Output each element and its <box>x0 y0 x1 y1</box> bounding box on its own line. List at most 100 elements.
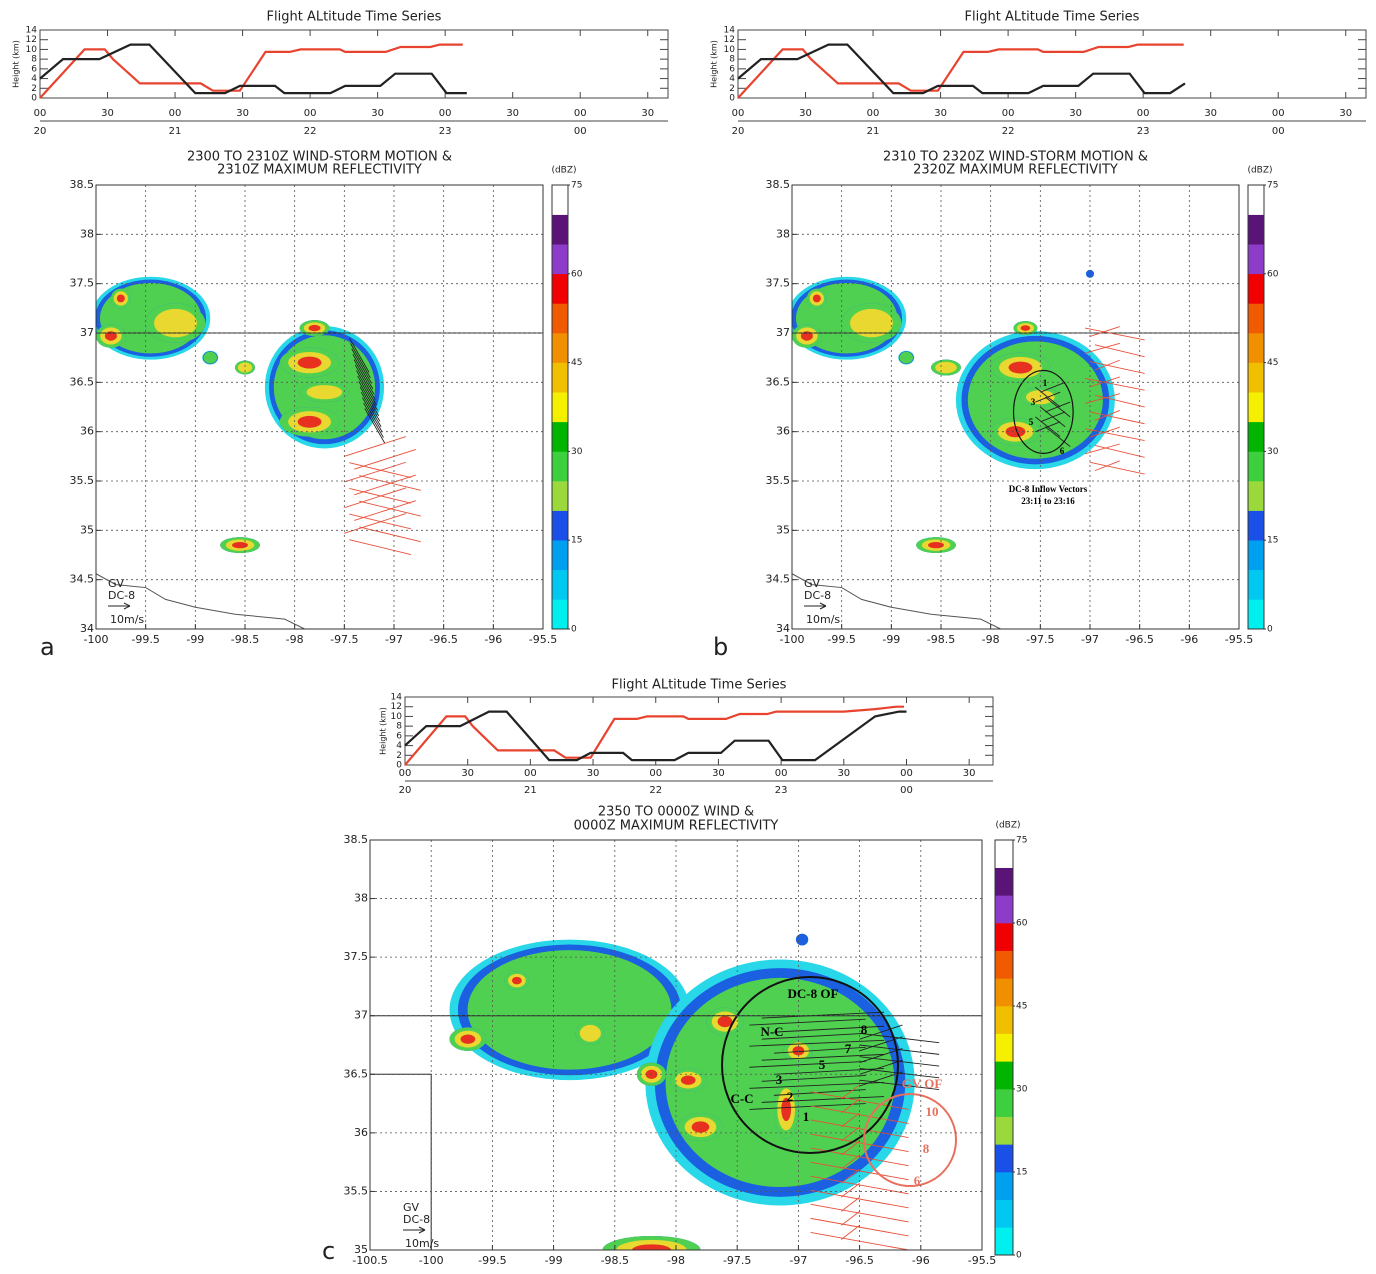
x-tick-label: 00 <box>732 108 745 119</box>
y-tick-label: 35.5 <box>766 474 791 487</box>
colorbar-band <box>995 867 1013 896</box>
wind-vector <box>840 1084 860 1100</box>
state-border <box>96 382 305 629</box>
x-tick-label: 00 <box>649 768 662 779</box>
altitude-line <box>404 705 904 766</box>
annotation: 6 <box>1060 446 1065 456</box>
x-tick-label: 30 <box>1069 108 1082 119</box>
colorbar-band <box>1248 392 1264 423</box>
x-tick-label: 00 <box>1272 108 1285 119</box>
reflectivity-echo <box>800 331 813 341</box>
reflectivity-echo <box>308 324 321 332</box>
annotation: DC-8 Inflow Vectors <box>1009 484 1088 494</box>
hour-tick-label: 00 <box>1272 126 1285 137</box>
wind-vector <box>344 487 407 509</box>
x-tick-label: -97.5 <box>330 633 358 646</box>
x-tick-label: 00 <box>900 768 913 779</box>
annotation: 1 <box>1043 378 1048 388</box>
y-tick-label: 0 <box>729 94 735 104</box>
reflectivity-echo <box>928 541 944 549</box>
x-tick-label: -98.5 <box>231 633 259 646</box>
colorbar-band <box>995 1227 1013 1256</box>
colorbar-band <box>1248 362 1264 393</box>
y-tick-label: 0 <box>31 94 37 104</box>
wind-vector <box>1040 381 1066 393</box>
annotation: 3 <box>776 1072 783 1087</box>
colorbar-band <box>1248 333 1264 363</box>
colorbar-tick-label: 60 <box>1016 919 1028 929</box>
colorbar-band <box>995 950 1013 979</box>
wind-vector <box>840 1154 860 1170</box>
y-axis-label: Height (km) <box>12 40 21 88</box>
annotation: 3 <box>1031 397 1036 407</box>
wind-vector <box>352 353 374 389</box>
x-tick-label: 00 <box>34 108 47 119</box>
reflectivity-echo <box>154 308 197 338</box>
wind-vector <box>810 1217 909 1237</box>
y-axis-label: Height (km) <box>710 40 719 88</box>
x-tick-label: 30 <box>799 108 812 119</box>
altitude-line <box>737 43 1186 95</box>
colorbar-band <box>552 540 568 571</box>
reflectivity-echo <box>237 362 253 373</box>
wind-vector <box>859 1048 903 1063</box>
wind-vector <box>1089 461 1145 475</box>
y-tick-label: 35.5 <box>70 474 95 487</box>
x-tick-label: -100 <box>780 633 805 646</box>
x-tick-label: 30 <box>641 108 654 119</box>
wind-vector <box>749 1060 866 1068</box>
y-tick-label: 35 <box>80 523 94 536</box>
wind-vector <box>761 1053 885 1061</box>
scale-arrowhead <box>418 1226 426 1234</box>
y-tick-label: 37 <box>80 326 94 339</box>
y-tick-label: 10 <box>26 45 38 55</box>
altitude-line <box>39 43 467 95</box>
wind-vector <box>840 1196 860 1212</box>
colorbar-band <box>1248 540 1264 571</box>
scale-label: 10m/s <box>405 1237 439 1250</box>
annotation: 7 <box>845 1041 852 1056</box>
reflectivity-echo <box>680 1075 696 1085</box>
colorbar-band <box>1248 481 1264 511</box>
colorbar-band <box>995 840 1013 868</box>
chart-title: Flight ALtitude Time Series <box>267 10 442 25</box>
x-tick-label: -97 <box>385 633 403 646</box>
x-tick-label: 30 <box>371 108 384 119</box>
x-tick-label: -96 <box>1180 633 1198 646</box>
y-tick-label: 34.5 <box>766 573 791 586</box>
reflectivity-echo <box>935 361 957 374</box>
annotation: 23:11 to 23:16 <box>1021 496 1075 506</box>
colorbar-band <box>552 569 568 600</box>
colorbar-band <box>552 303 568 334</box>
x-tick-label: 30 <box>837 768 850 779</box>
annotation: DC-8 OF <box>788 986 839 1001</box>
wind-vector <box>1089 426 1120 438</box>
y-tick-label: 12 <box>26 35 37 45</box>
wind-vector <box>1089 326 1120 337</box>
wind-vector <box>359 526 421 543</box>
map-title: 2310 TO 2320Z WIND-STORM MOTION & <box>883 150 1148 165</box>
y-tick-label: 6 <box>31 64 37 74</box>
reflectivity-echo <box>812 294 821 303</box>
reflectivity-echo <box>1008 361 1033 374</box>
colorbar-band <box>995 895 1013 924</box>
y-tick-label: 35 <box>776 523 790 536</box>
x-tick-label: 00 <box>169 108 182 119</box>
wind-vector <box>1094 410 1120 421</box>
colorbar-band <box>1248 214 1264 245</box>
annotation: 2 <box>787 1089 794 1104</box>
colorbar-band <box>995 1061 1013 1090</box>
wind-vector <box>354 364 376 400</box>
wind-vector <box>1035 391 1061 403</box>
y-tick-label: 36 <box>80 425 94 438</box>
y-tick-label: 4 <box>396 741 402 751</box>
wind-vector <box>1094 394 1145 408</box>
colorbar-band <box>1248 510 1264 541</box>
map-title: 0000Z MAXIMUM REFLECTIVITY <box>574 819 779 834</box>
wind-vector <box>859 1036 903 1052</box>
reflectivity-echo <box>1026 390 1055 405</box>
colorbar-tick-label: 0 <box>571 625 577 635</box>
flight-ellipse <box>721 976 899 1154</box>
y-tick-label: 12 <box>391 702 402 712</box>
